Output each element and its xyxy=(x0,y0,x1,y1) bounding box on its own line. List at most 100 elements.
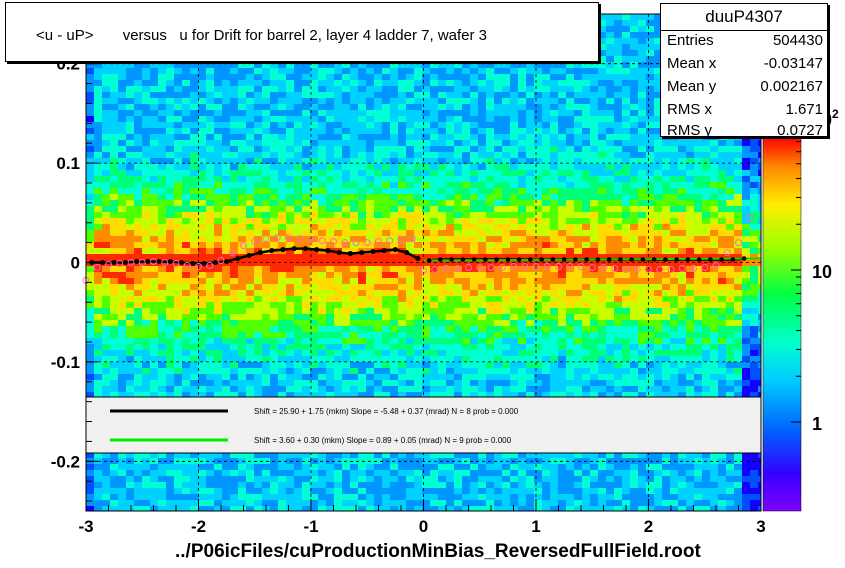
heatmap-cell xyxy=(318,176,326,182)
heatmap-cell xyxy=(430,308,438,314)
heatmap-cell xyxy=(198,470,206,476)
heatmap-cell xyxy=(110,212,118,218)
heatmap-cell xyxy=(190,122,198,128)
heatmap-cell xyxy=(502,248,510,254)
heatmap-cell xyxy=(334,266,342,272)
heatmap-cell xyxy=(350,158,358,164)
heatmap-cell xyxy=(366,356,374,362)
heatmap-cell xyxy=(206,320,214,326)
heatmap-cell xyxy=(158,266,166,272)
heatmap-cell xyxy=(534,488,542,494)
heatmap-cell xyxy=(110,68,118,74)
heatmap-cell xyxy=(118,152,126,158)
heatmap-cell xyxy=(174,182,182,188)
heatmap-cell xyxy=(150,188,158,194)
heatmap-cell xyxy=(534,68,542,74)
heatmap-cell xyxy=(182,128,190,134)
heatmap-cell xyxy=(126,122,134,128)
heatmap-cell xyxy=(430,116,438,122)
heatmap-cell xyxy=(470,476,478,482)
heatmap-cell xyxy=(430,134,438,140)
heatmap-cell xyxy=(366,212,374,218)
heatmap-cell xyxy=(326,134,334,140)
heatmap-cell xyxy=(182,236,190,242)
heatmap-cell xyxy=(366,218,374,224)
heatmap-cell xyxy=(142,290,150,296)
heatmap-cell xyxy=(158,488,166,494)
heatmap-cell xyxy=(366,362,374,368)
heatmap-cell xyxy=(470,74,478,80)
heatmap-cell xyxy=(126,350,134,356)
heatmap-cell xyxy=(198,80,206,86)
heatmap-cell xyxy=(102,326,110,332)
heatmap-cell xyxy=(326,164,334,170)
heatmap-cell xyxy=(558,254,566,260)
heatmap-cell xyxy=(110,170,118,176)
heatmap-cell xyxy=(446,248,454,254)
heatmap-cell xyxy=(478,176,486,182)
heatmap-cell xyxy=(342,128,350,134)
heatmap-cell xyxy=(270,212,278,218)
heatmap-cell xyxy=(214,506,222,511)
heatmap-cell xyxy=(270,386,278,392)
heatmap-cell xyxy=(542,320,550,326)
heatmap-cell xyxy=(342,494,350,500)
heatmap-cell xyxy=(486,128,494,134)
heatmap-cell xyxy=(430,296,438,302)
heatmap-cell xyxy=(518,326,526,332)
heatmap-cell xyxy=(134,350,142,356)
heatmap-cell xyxy=(118,338,126,344)
heatmap-cell xyxy=(206,86,214,92)
heatmap-cell xyxy=(414,506,422,511)
heatmap-cell xyxy=(318,68,326,74)
heatmap-cell xyxy=(470,458,478,464)
heatmap-cell xyxy=(550,266,558,272)
heatmap-cell xyxy=(310,146,318,152)
heatmap-cell xyxy=(326,356,334,362)
heatmap-cell xyxy=(542,146,550,152)
heatmap-cell xyxy=(470,362,478,368)
heatmap-cell xyxy=(430,80,438,86)
heatmap-cell xyxy=(310,488,318,494)
heatmap-cell xyxy=(318,236,326,242)
heatmap-cell xyxy=(542,200,550,206)
heatmap-cell xyxy=(238,344,246,350)
heatmap-cell xyxy=(334,158,342,164)
heatmap-cell xyxy=(254,86,262,92)
heatmap-cell xyxy=(86,296,94,302)
heatmap-cell xyxy=(134,116,142,122)
heatmap-cell xyxy=(558,182,566,188)
heatmap-cell xyxy=(262,350,270,356)
heatmap-cell xyxy=(550,158,558,164)
heatmap-cell xyxy=(486,188,494,194)
heatmap-cell xyxy=(254,128,262,134)
heatmap-cell xyxy=(198,194,206,200)
heatmap-cell xyxy=(430,146,438,152)
heatmap-cell xyxy=(230,158,238,164)
heatmap-cell xyxy=(262,104,270,110)
heatmap-cell xyxy=(134,314,142,320)
heatmap-cell xyxy=(430,206,438,212)
heatmap-cell xyxy=(182,338,190,344)
heatmap-cell xyxy=(438,326,446,332)
heatmap-cell xyxy=(414,218,422,224)
heatmap-cell xyxy=(534,62,542,68)
heatmap-cell xyxy=(438,290,446,296)
heatmap-cell xyxy=(518,140,526,146)
heatmap-cell xyxy=(462,74,470,80)
heatmap-cell xyxy=(374,74,382,80)
heatmap-cell xyxy=(502,302,510,308)
heatmap-cell xyxy=(182,212,190,218)
heatmap-cell xyxy=(526,230,534,236)
heatmap-cell xyxy=(430,380,438,386)
heatmap-cell xyxy=(206,170,214,176)
heatmap-cell xyxy=(486,170,494,176)
heatmap-cell xyxy=(102,140,110,146)
heatmap-cell xyxy=(86,494,94,500)
heatmap-cell xyxy=(502,284,510,290)
heatmap-cell xyxy=(558,482,566,488)
heatmap-cell xyxy=(446,296,454,302)
heatmap-cell xyxy=(366,506,374,511)
heatmap-cell xyxy=(206,452,214,458)
heatmap-cell xyxy=(502,152,510,158)
